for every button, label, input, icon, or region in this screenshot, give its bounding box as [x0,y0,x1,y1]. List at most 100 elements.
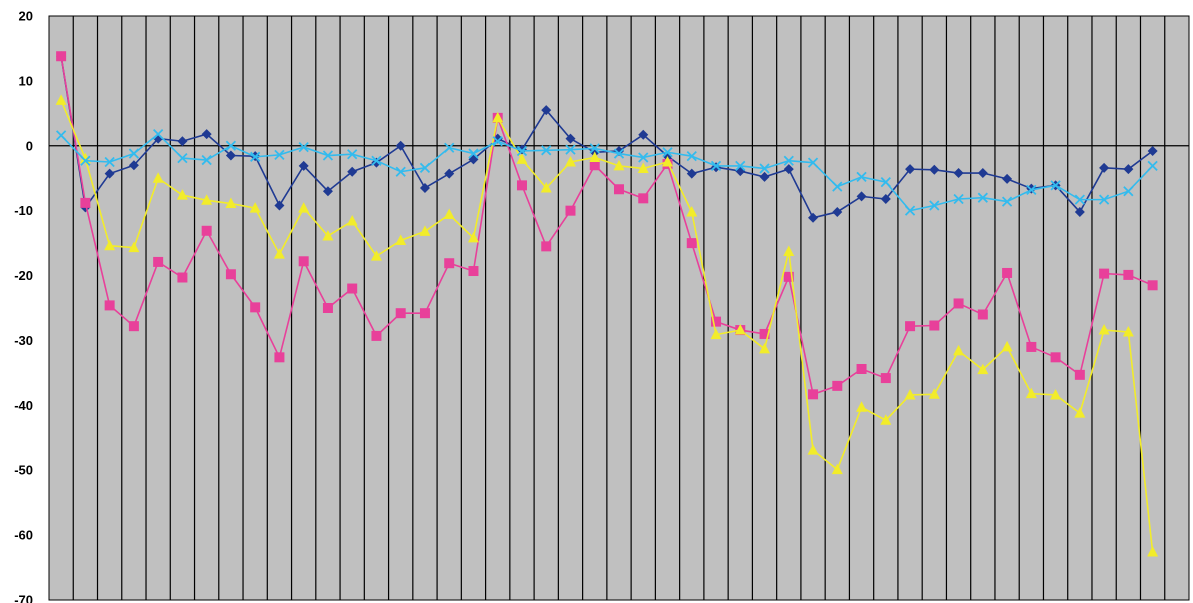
data-point [274,200,285,211]
data-point [759,171,770,182]
data-point [201,129,212,140]
series-4 [55,128,1158,216]
data-point [492,111,504,123]
data-point [686,151,697,162]
data-point [613,148,625,159]
data-point [80,155,91,166]
data-point [832,380,843,391]
y-tick-label: -30 [14,333,33,348]
data-point [1050,352,1061,363]
data-point [1074,369,1085,380]
data-point [710,160,722,172]
data-point [638,129,649,140]
y-tick-label: 0 [26,138,33,153]
data-point [322,150,334,161]
data-point [1147,145,1158,156]
data-point [1025,387,1037,399]
data-point [565,133,576,144]
y-tick-label: -10 [14,203,33,218]
data-point [565,205,576,216]
data-point [56,51,67,62]
data-point [880,176,891,188]
data-point [734,324,746,335]
data-point [759,328,770,339]
data-point [710,328,722,340]
data-point [1099,162,1110,173]
data-point [831,463,843,475]
data-point [346,215,358,226]
data-point [1147,160,1158,172]
data-point [225,150,236,161]
data-point [274,149,285,160]
data-point [977,309,988,320]
data-point [540,181,552,193]
data-point [1050,180,1061,191]
data-point [153,128,164,140]
data-point [614,184,624,195]
data-point [977,192,988,203]
data-point [977,363,989,375]
data-point [711,316,722,327]
data-point [298,256,309,267]
data-point [128,148,140,159]
data-point [347,283,358,294]
data-point [1074,206,1085,217]
data-point [1074,194,1085,205]
data-point [808,212,819,223]
data-point [856,171,867,183]
data-point [541,145,552,156]
y-tick-label: -70 [14,593,33,603]
data-point [104,168,115,179]
data-point [347,166,358,177]
data-point [1074,407,1086,418]
data-point [1001,340,1013,352]
data-point [225,140,237,151]
data-point [322,303,333,313]
data-point [637,162,649,173]
data-point [880,373,891,384]
data-point [444,142,455,153]
data-point [419,182,430,193]
data-point [1123,269,1134,280]
data-point [953,298,964,309]
data-point [250,151,261,162]
data-point [225,269,236,280]
series-line [60,100,1154,553]
data-point [274,352,285,363]
data-point [759,163,770,174]
data-point [395,308,406,319]
data-point [613,159,625,171]
data-point [516,144,527,155]
data-point [564,156,576,167]
data-point [735,160,746,172]
data-point [492,136,503,147]
data-point [904,205,916,216]
data-point [153,256,164,267]
data-point [128,241,140,253]
data-point [1122,326,1134,337]
data-point [104,300,115,311]
data-point [444,168,455,179]
data-point [1026,184,1037,196]
data-point [638,193,649,204]
data-point [953,193,964,205]
data-point [929,320,940,331]
data-point [347,149,358,160]
data-point [371,330,382,341]
data-point [929,200,940,211]
y-tick-label: -60 [14,528,33,543]
data-point [322,229,334,241]
data-point [1123,164,1134,175]
data-point [177,136,188,147]
y-tick-label: 20 [19,9,33,24]
data-point [467,231,479,243]
data-point [1002,267,1013,278]
data-point [370,250,382,261]
data-point [686,238,697,249]
data-point [589,160,600,171]
data-point [177,272,188,283]
data-point [55,130,67,141]
data-point [1026,341,1037,352]
data-point [104,239,116,251]
